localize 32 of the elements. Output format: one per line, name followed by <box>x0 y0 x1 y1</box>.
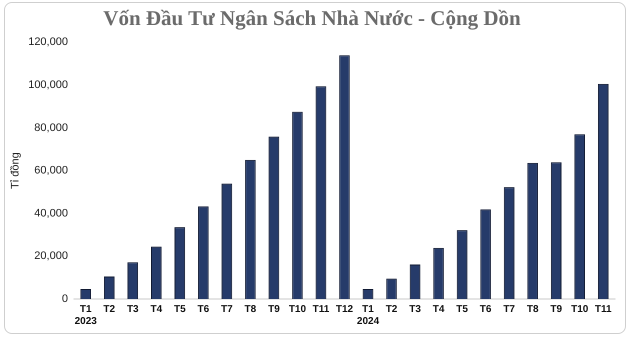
y-tick-label: 80,000 <box>34 122 68 134</box>
y-tick-label: 40,000 <box>34 207 68 220</box>
y-tick-label: 60,000 <box>34 164 68 177</box>
y-tick-label: 20,000 <box>34 250 68 262</box>
x-tick-label: T5 <box>174 304 186 315</box>
y-tick-label: 100,000 <box>28 79 68 92</box>
chart-title: Vốn Đầu Tư Ngân Sách Nhà Nước - Cộng Dồn <box>103 6 522 30</box>
x-tick-label: T2 <box>386 304 398 315</box>
x-tick-label: T10 <box>288 304 306 315</box>
x-tick-label: T7 <box>503 304 516 315</box>
y-axis-title: Tỉ đồng <box>10 152 22 189</box>
y-tick-label: 120,000 <box>28 36 68 48</box>
x-tick-label: T10 <box>571 304 589 315</box>
x-tick-label: T1 2024 <box>356 304 380 327</box>
y-tick-label: 0 <box>62 293 68 306</box>
x-tick-label: T9 <box>268 304 280 315</box>
x-tick-label: T2 <box>103 304 116 315</box>
x-tick-label: T5 <box>456 304 468 315</box>
x-tick-label: T11 <box>312 304 330 315</box>
x-tick-label: T4 <box>150 304 163 315</box>
x-tick-label: T3 <box>409 304 422 315</box>
x-tick-label: T8 <box>244 304 257 315</box>
x-tick-label: T11 <box>594 304 612 315</box>
x-tick-label: T1 2023 <box>74 304 98 327</box>
x-tick-label: T8 <box>526 304 539 315</box>
x-tick-label: T7 <box>221 304 234 315</box>
x-tick-label: T6 <box>480 304 492 315</box>
x-tick-label: T12 <box>336 304 354 315</box>
x-tick-label: T3 <box>126 304 140 315</box>
x-tick-label: T4 <box>432 304 445 315</box>
x-tick-label: T6 <box>198 304 210 315</box>
x-tick-label: T9 <box>550 304 562 315</box>
